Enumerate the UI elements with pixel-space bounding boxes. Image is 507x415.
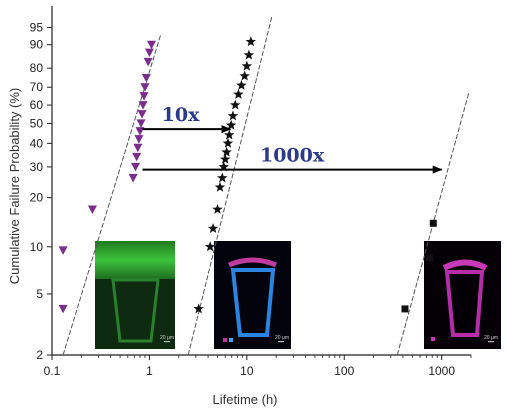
x-tick-label: 10 (240, 364, 254, 378)
y-tick-label: 2 (36, 348, 43, 362)
y-tick-label: 70 (30, 80, 44, 94)
axes: 0.1 1 10 100 1000 2 5 10 20 30 40 50 60 70 80 90 95 (30, 6, 472, 378)
data-points (58, 36, 437, 314)
data-point-triangle (132, 152, 142, 162)
insets: 20 µm 20 µm 20 µm (95, 241, 501, 349)
y-tick-label: 30 (30, 160, 44, 174)
y-tick-label: 90 (30, 38, 44, 52)
data-point-square (426, 254, 434, 262)
data-point-star (243, 49, 255, 60)
x-axis-title: Lifetime (h) (212, 392, 277, 407)
data-point-triangle (133, 143, 143, 153)
data-point-triangle (138, 101, 148, 110)
y-tick-label: 5 (36, 287, 43, 301)
data-point-triangle (136, 119, 146, 128)
data-point-star (236, 79, 247, 90)
data-point-star (218, 161, 230, 172)
y-tick-label: 50 (30, 116, 44, 130)
data-point-star (230, 99, 241, 110)
y-tick-label: 60 (30, 98, 44, 112)
data-point-triangle (128, 174, 138, 183)
data-point-square (401, 305, 409, 313)
inset-green-micrograph: 20 µm (95, 241, 175, 349)
data-point-star (245, 36, 257, 47)
data-point-star (225, 119, 237, 130)
data-point-star (239, 70, 250, 81)
data-point-star (204, 241, 216, 252)
data-point-triangle (143, 57, 153, 67)
inset-magenta-scale-label: 20 µm (484, 335, 498, 341)
annotation-label: 1000x (260, 145, 325, 167)
data-point-star (227, 110, 239, 121)
y-tick-label: 80 (30, 61, 44, 75)
data-point-star (224, 129, 235, 140)
data-point-triangle (131, 162, 141, 172)
annotation-label: 10x (162, 104, 200, 126)
data-point-star (233, 88, 244, 99)
inset-magenta-micrograph: 20 µm (424, 241, 501, 349)
data-point-triangle (137, 110, 147, 119)
data-point-triangle (87, 205, 97, 214)
data-point-triangle (135, 127, 145, 136)
data-point-triangle (134, 135, 144, 144)
data-point-star (241, 60, 253, 71)
data-point-triangle (139, 92, 149, 101)
fit-line (187, 17, 273, 356)
data-point-star (214, 181, 226, 192)
y-tick-label: 20 (30, 191, 44, 205)
x-tick-label: 0.1 (44, 364, 61, 378)
y-tick-label: 10 (30, 240, 44, 254)
y-tick-label: 95 (30, 20, 44, 34)
data-point-triangle (141, 73, 151, 83)
y-axis-title: Cumulative Failure Probability (%) (7, 88, 22, 285)
data-point-star (217, 172, 228, 183)
data-point-star (222, 137, 234, 148)
inset-blue-scale-label: 20 µm (275, 335, 289, 341)
data-point-star (207, 223, 219, 233)
data-point-star (221, 146, 232, 157)
x-tick-label: 1000 (428, 364, 455, 378)
data-point-star (219, 153, 231, 164)
data-point-triangle (144, 48, 154, 58)
data-point-triangle (58, 304, 68, 314)
data-point-triangle (58, 246, 68, 255)
inset-green-scale-label: 20 µm (160, 335, 174, 341)
x-tick-label: 1 (146, 364, 153, 378)
data-point-triangle (140, 83, 150, 92)
y-tick-label: 40 (30, 136, 44, 150)
annotations: 10x 1000x (142, 104, 443, 174)
data-point-star (212, 203, 223, 214)
inset-blue-micrograph: 20 µm (214, 241, 291, 349)
data-point-square (429, 219, 437, 227)
data-point-triangle (146, 40, 156, 50)
data-point-star (193, 303, 204, 314)
x-tick-label: 100 (334, 364, 354, 378)
